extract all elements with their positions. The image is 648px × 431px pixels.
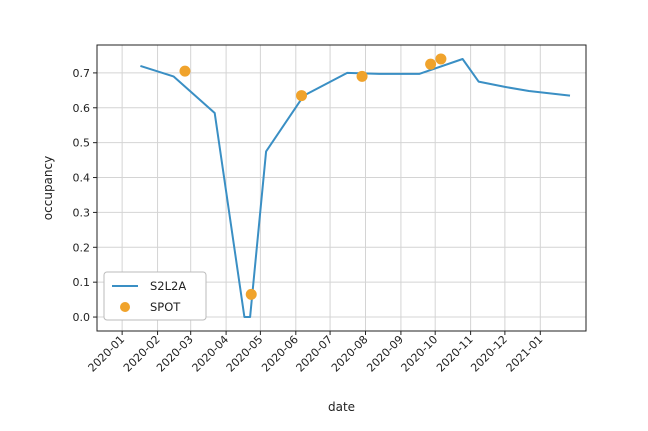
x-tick-label: 2020-09 [364,333,406,375]
legend: S2L2A SPOT [103,271,207,321]
y-tick-label: 0.0 [73,311,91,324]
x-axis-label: date [328,400,355,414]
legend-label-s2l2a: S2L2A [150,279,186,293]
x-tick-label: 2020-06 [259,333,301,375]
y-tick-label: 0.4 [73,172,91,185]
spot-point [356,70,368,82]
y-tick-label: 0.7 [73,67,91,80]
legend-label-spot: SPOT [150,300,181,314]
spot-point [296,90,308,102]
x-tick-label: 2020-10 [399,333,441,375]
y-axis: 0.0 0.1 0.2 0.3 0.4 0.5 0.6 0.7 [73,67,97,324]
y-tick-label: 0.5 [73,137,91,150]
x-tick-label: 2020-01 [86,333,128,375]
series-line-s2l2a [140,58,571,318]
series-layer [140,53,571,318]
x-axis: 2020-012020-022020-032020-042020-052020-… [86,331,546,375]
y-tick-label: 0.2 [73,241,91,254]
spot-point [425,58,437,70]
y-tick-label: 0.3 [73,206,91,219]
y-tick-label: 0.6 [73,102,91,115]
x-tick-label: 2020-12 [468,333,510,375]
grid [97,45,586,331]
y-axis-label: occupancy [41,156,55,220]
x-tick-label: 2020-07 [293,333,335,375]
spot-point [435,53,447,65]
x-tick-label: 2020-05 [224,333,266,375]
x-tick-label: 2020-11 [434,333,476,375]
spot-point [245,288,257,300]
legend-marker-spot [120,302,130,312]
spot-point [179,65,191,77]
x-tick-label: 2020-04 [190,333,232,375]
x-tick-label: 2020-03 [154,333,196,375]
x-tick-label: 2021-01 [504,333,546,375]
plot-frame [96,44,587,332]
y-tick-label: 0.1 [73,276,91,289]
x-tick-label: 2020-08 [329,333,371,375]
